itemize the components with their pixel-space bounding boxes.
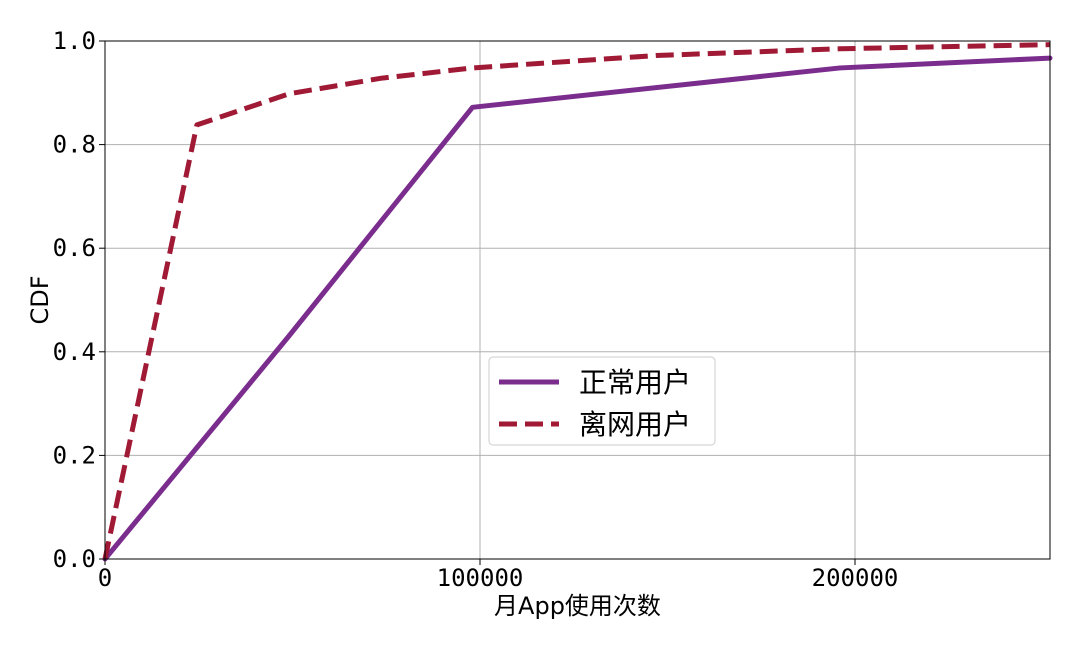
series-line-2 (102, 42, 1051, 560)
y-tick-label: 1.0 (53, 27, 96, 55)
grid-lines (104, 40, 1050, 560)
y-tick-label: 0.0 (53, 545, 96, 573)
y-tick-label: 0.2 (53, 441, 96, 469)
series-lines (102, 42, 1053, 562)
y-axis-label: CDF (26, 275, 54, 324)
x-axis-label: 月App使用次数 (494, 592, 661, 620)
legend-label-1: 正常用户 (579, 366, 691, 399)
y-tick-label: 0.4 (53, 338, 96, 366)
x-tick-label: 0 (98, 564, 112, 592)
x-tick-label: 100000 (437, 564, 524, 592)
plot-frame (104, 40, 1051, 560)
y-tick-label: 0.8 (53, 131, 96, 159)
legend-box (488, 356, 716, 446)
axis-ticks: 0 100000 200000 0.0 0.2 0.4 0.6 0.8 1.0 (53, 27, 899, 592)
x-tick-label: 200000 (812, 564, 899, 592)
legend-label-2: 离网用户 (579, 408, 691, 441)
y-tick-label: 0.6 (53, 234, 96, 262)
series-line-1 (102, 55, 1053, 562)
